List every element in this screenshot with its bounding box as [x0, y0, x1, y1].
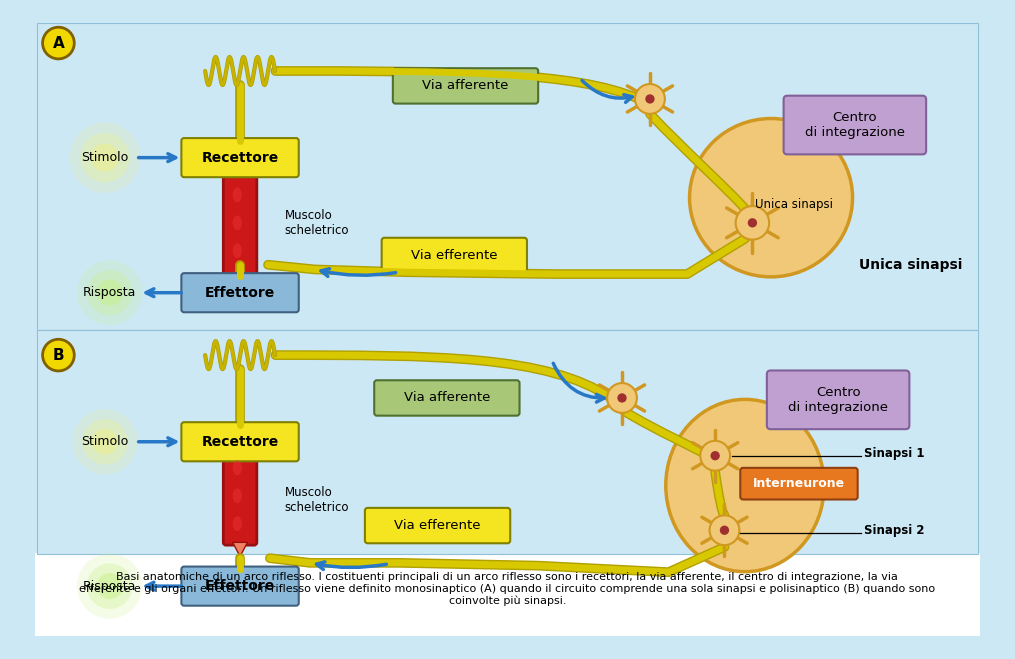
Text: Recettore: Recettore	[201, 151, 279, 165]
Circle shape	[77, 260, 142, 326]
Text: Unica sinapsi: Unica sinapsi	[755, 198, 833, 211]
Polygon shape	[232, 276, 248, 291]
Text: Interneurone: Interneurone	[753, 477, 845, 490]
Text: Sinapsi 1: Sinapsi 1	[864, 447, 925, 461]
Circle shape	[92, 429, 118, 455]
Circle shape	[43, 27, 74, 59]
Text: Stimolo: Stimolo	[81, 435, 129, 448]
Circle shape	[700, 441, 730, 471]
FancyBboxPatch shape	[182, 273, 298, 312]
Text: Centro
di integrazione: Centro di integrazione	[805, 111, 905, 139]
Circle shape	[736, 206, 769, 240]
Text: Effettore: Effettore	[205, 579, 275, 593]
FancyBboxPatch shape	[35, 553, 980, 636]
Text: Muscolo
scheletrico: Muscolo scheletrico	[285, 486, 349, 515]
Circle shape	[635, 84, 665, 114]
FancyBboxPatch shape	[182, 138, 298, 177]
FancyBboxPatch shape	[223, 176, 257, 279]
Circle shape	[710, 451, 720, 461]
Text: Via afferente: Via afferente	[404, 391, 490, 405]
Circle shape	[748, 218, 757, 227]
Circle shape	[90, 144, 119, 172]
Circle shape	[72, 409, 138, 474]
Text: Sinapsi 2: Sinapsi 2	[864, 524, 925, 536]
Circle shape	[720, 526, 729, 535]
Circle shape	[87, 270, 133, 316]
Ellipse shape	[232, 461, 242, 475]
FancyBboxPatch shape	[393, 69, 538, 103]
Ellipse shape	[666, 399, 824, 572]
Ellipse shape	[232, 488, 242, 503]
Ellipse shape	[232, 215, 242, 230]
FancyBboxPatch shape	[37, 330, 977, 554]
Text: Stimolo: Stimolo	[81, 151, 129, 164]
Ellipse shape	[232, 516, 242, 531]
Circle shape	[96, 573, 123, 599]
Polygon shape	[232, 542, 248, 556]
FancyBboxPatch shape	[365, 508, 511, 543]
Text: Centro
di integrazione: Centro di integrazione	[788, 386, 888, 414]
Text: B: B	[53, 347, 64, 362]
FancyBboxPatch shape	[223, 456, 257, 545]
Text: Unica sinapsi: Unica sinapsi	[859, 258, 962, 272]
Circle shape	[80, 133, 130, 183]
Ellipse shape	[232, 187, 242, 202]
FancyBboxPatch shape	[740, 468, 858, 500]
Text: Recettore: Recettore	[201, 435, 279, 449]
Circle shape	[43, 339, 74, 371]
Ellipse shape	[232, 243, 242, 258]
Circle shape	[70, 122, 140, 193]
FancyBboxPatch shape	[375, 380, 520, 416]
FancyBboxPatch shape	[767, 370, 909, 429]
FancyBboxPatch shape	[784, 96, 926, 154]
FancyBboxPatch shape	[382, 238, 527, 273]
Text: Basi anatomiche di un arco riflesso. I costituenti principali di un arco rifless: Basi anatomiche di un arco riflesso. I c…	[79, 572, 936, 606]
Text: Risposta: Risposta	[83, 286, 136, 299]
Circle shape	[646, 94, 655, 103]
FancyBboxPatch shape	[182, 567, 298, 606]
FancyBboxPatch shape	[182, 422, 298, 461]
Text: Risposta: Risposta	[83, 580, 136, 592]
Text: Via efferente: Via efferente	[394, 519, 481, 532]
Circle shape	[709, 515, 739, 545]
FancyBboxPatch shape	[37, 22, 977, 330]
Text: Muscolo
scheletrico: Muscolo scheletrico	[285, 209, 349, 237]
Circle shape	[82, 419, 128, 465]
Text: Via efferente: Via efferente	[411, 249, 497, 262]
Text: Effettore: Effettore	[205, 286, 275, 300]
Circle shape	[607, 383, 636, 413]
Circle shape	[77, 554, 142, 619]
Text: Via afferente: Via afferente	[422, 79, 509, 92]
Circle shape	[87, 563, 133, 609]
Circle shape	[617, 393, 626, 403]
Circle shape	[96, 279, 123, 306]
Text: A: A	[53, 36, 64, 51]
Ellipse shape	[689, 119, 853, 277]
